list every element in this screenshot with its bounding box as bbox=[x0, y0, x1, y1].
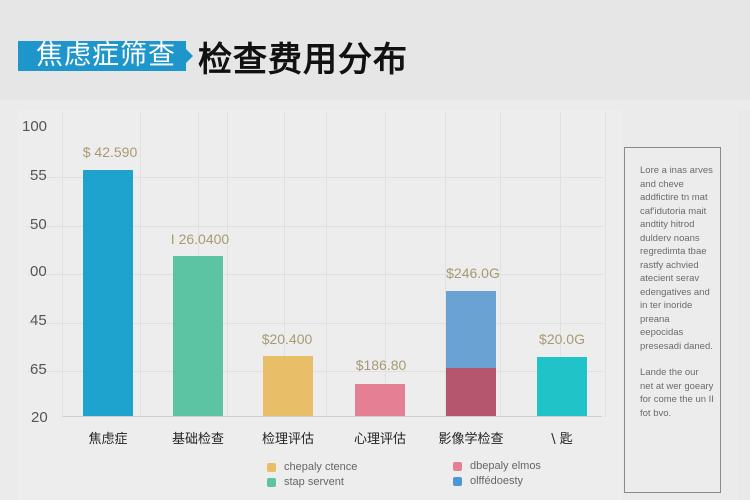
legend-item[interactable]: stap servent bbox=[267, 476, 344, 488]
x-category: 基础检查 bbox=[171, 432, 224, 447]
bar-value-label: $246.0G bbox=[446, 265, 500, 281]
legend-label: olffédoesty bbox=[470, 475, 524, 487]
x-category: 焦虑症 bbox=[88, 432, 128, 447]
legend-label: stap servent bbox=[284, 476, 344, 488]
y-tick: 45 bbox=[30, 312, 47, 329]
x-axis-line bbox=[62, 416, 602, 417]
y-tick: 00 bbox=[30, 263, 47, 280]
gridline-v bbox=[445, 112, 446, 417]
gridline-v bbox=[500, 112, 501, 417]
legend-label: chepaly ctence bbox=[284, 461, 358, 473]
bar-imaging-upper[interactable] bbox=[446, 291, 496, 368]
y-tick: 20 bbox=[31, 409, 48, 426]
y-tick: 55 bbox=[30, 167, 47, 184]
chart-title: 焦虑症筛查 检查费用分布 bbox=[18, 36, 408, 80]
gridline-v bbox=[140, 112, 141, 417]
bar-value-label: $20.400 bbox=[261, 331, 313, 347]
legend-swatch bbox=[267, 477, 276, 487]
x-category: 影像学检查 bbox=[438, 432, 504, 447]
bar-psych-eval[interactable] bbox=[355, 384, 405, 416]
right-strip bbox=[738, 110, 750, 500]
gridline-h bbox=[28, 323, 603, 324]
notes-paragraph: Lande the our net at wer goeary for come… bbox=[640, 367, 714, 419]
x-category: \ 匙 bbox=[551, 432, 573, 447]
bar-value-label: $20.0G bbox=[539, 331, 585, 347]
gridline-v bbox=[62, 112, 63, 417]
bar-anxiety[interactable] bbox=[83, 170, 133, 416]
legend-swatch bbox=[453, 476, 462, 486]
bar-value-label: I 26.0400 bbox=[170, 231, 230, 247]
y-tick: 100 bbox=[22, 118, 48, 135]
notes-panel: Lore a inas arves and cheve addfictire t… bbox=[624, 147, 721, 493]
gridline-h bbox=[28, 226, 603, 227]
gridline-h bbox=[28, 177, 603, 178]
legend-swatch bbox=[453, 461, 462, 471]
bar-imaging-lower[interactable] bbox=[446, 368, 496, 416]
y-tick: 50 bbox=[30, 216, 47, 233]
gridline-h bbox=[28, 274, 603, 275]
legend-item[interactable]: dbepaly elmos bbox=[453, 460, 541, 472]
gridline-v bbox=[560, 112, 561, 417]
legend-label: dbepaly elmos bbox=[470, 460, 541, 472]
y-tick: 65 bbox=[30, 361, 47, 378]
legend-swatch bbox=[267, 462, 276, 472]
bar-value-label: $ 42.590 bbox=[82, 144, 138, 160]
gridline-v bbox=[385, 112, 386, 417]
title-main: 检查费用分布 bbox=[198, 39, 408, 80]
gridline-h bbox=[28, 371, 603, 372]
gridline-v bbox=[227, 112, 228, 417]
gridline-v bbox=[605, 112, 606, 417]
x-category: 心理评估 bbox=[353, 432, 406, 447]
bar-basic-exam[interactable] bbox=[173, 256, 223, 416]
title-tag: 焦虑症筛查 bbox=[18, 41, 193, 71]
bar-value-label: $186.80 bbox=[355, 357, 407, 373]
legend-item[interactable]: chepaly ctence bbox=[267, 461, 357, 473]
bar-other[interactable] bbox=[537, 357, 587, 416]
bar-assessment[interactable] bbox=[263, 356, 313, 416]
legend-item[interactable]: olffédoesty bbox=[453, 475, 523, 487]
gridline-v bbox=[284, 112, 285, 417]
gridline-v bbox=[326, 112, 327, 417]
notes-paragraph: Lore a inas arves and cheve addfictire t… bbox=[640, 165, 713, 352]
x-category: 检理评估 bbox=[261, 432, 314, 447]
